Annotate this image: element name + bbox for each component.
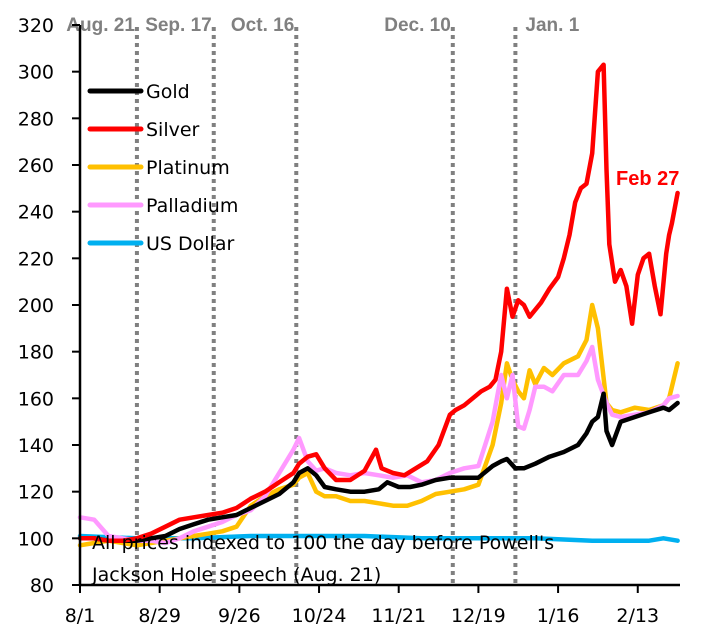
legend-label: US Dollar [146,233,234,255]
x-tick-label: 11/21 [371,605,426,627]
x-tick-label: 10/24 [292,605,347,627]
y-tick-label: 240 [18,202,54,224]
legend: Gold Silver Platinum Palladium US Dollar [87,81,238,255]
series-line-us-dollar [77,533,680,543]
x-tick-label: 8/29 [138,605,181,627]
y-tick-label: 100 [18,528,54,550]
event-label: Dec. 10 [384,15,451,36]
series-line-gold [77,391,680,543]
y-tick-label: 220 [18,248,54,270]
note-line-1: All prices indexed to 100 the day before… [92,532,554,554]
y-tick-label: 260 [18,155,54,177]
y-tick-label: 300 [18,62,54,84]
event-label: Sep. 17 [145,15,212,36]
x-tick-label: 9/26 [218,605,261,627]
end-date-label: Feb 27 [616,168,679,190]
event-label: Aug. 21 [66,15,135,36]
y-ticks: 80 100 120 140 160 180 200 220 240 260 280 300 320 [18,15,80,597]
series-line-platinum [77,302,680,548]
y-tick-label: 320 [18,15,54,37]
event-markers: Aug. 21 Sep. 17 Oct. 16 Dec. 10 Jan. 1 [66,15,580,583]
legend-label: Platinum [146,157,230,179]
x-tick-label: 8/1 [65,605,96,627]
legend-label: Gold [146,81,190,103]
series-lines [77,62,680,548]
event-label: Oct. 16 [231,15,294,36]
event-label: Jan. 1 [525,15,579,36]
y-tick-label: 200 [18,295,54,317]
y-tick-label: 140 [18,435,54,457]
x-tick-label: 12/19 [451,605,506,627]
x-ticks: 8/1 8/29 9/26 10/24 11/21 12/19 1/16 2/13 [65,585,659,627]
y-tick-label: 80 [30,575,54,597]
x-tick-label: 2/13 [616,605,659,627]
note-line-2: Jackson Hole speech (Aug. 21) [91,564,381,586]
series-line-palladium [77,344,680,546]
index-note: All prices indexed to 100 the day before… [91,532,554,586]
series-line-silver [77,62,680,543]
legend-label: Silver [146,119,200,141]
y-tick-label: 180 [18,342,54,364]
legend-label: Palladium [146,195,238,217]
y-tick-label: 120 [18,482,54,504]
y-tick-label: 280 [18,108,54,130]
x-tick-label: 1/16 [537,605,580,627]
y-tick-label: 160 [18,388,54,410]
